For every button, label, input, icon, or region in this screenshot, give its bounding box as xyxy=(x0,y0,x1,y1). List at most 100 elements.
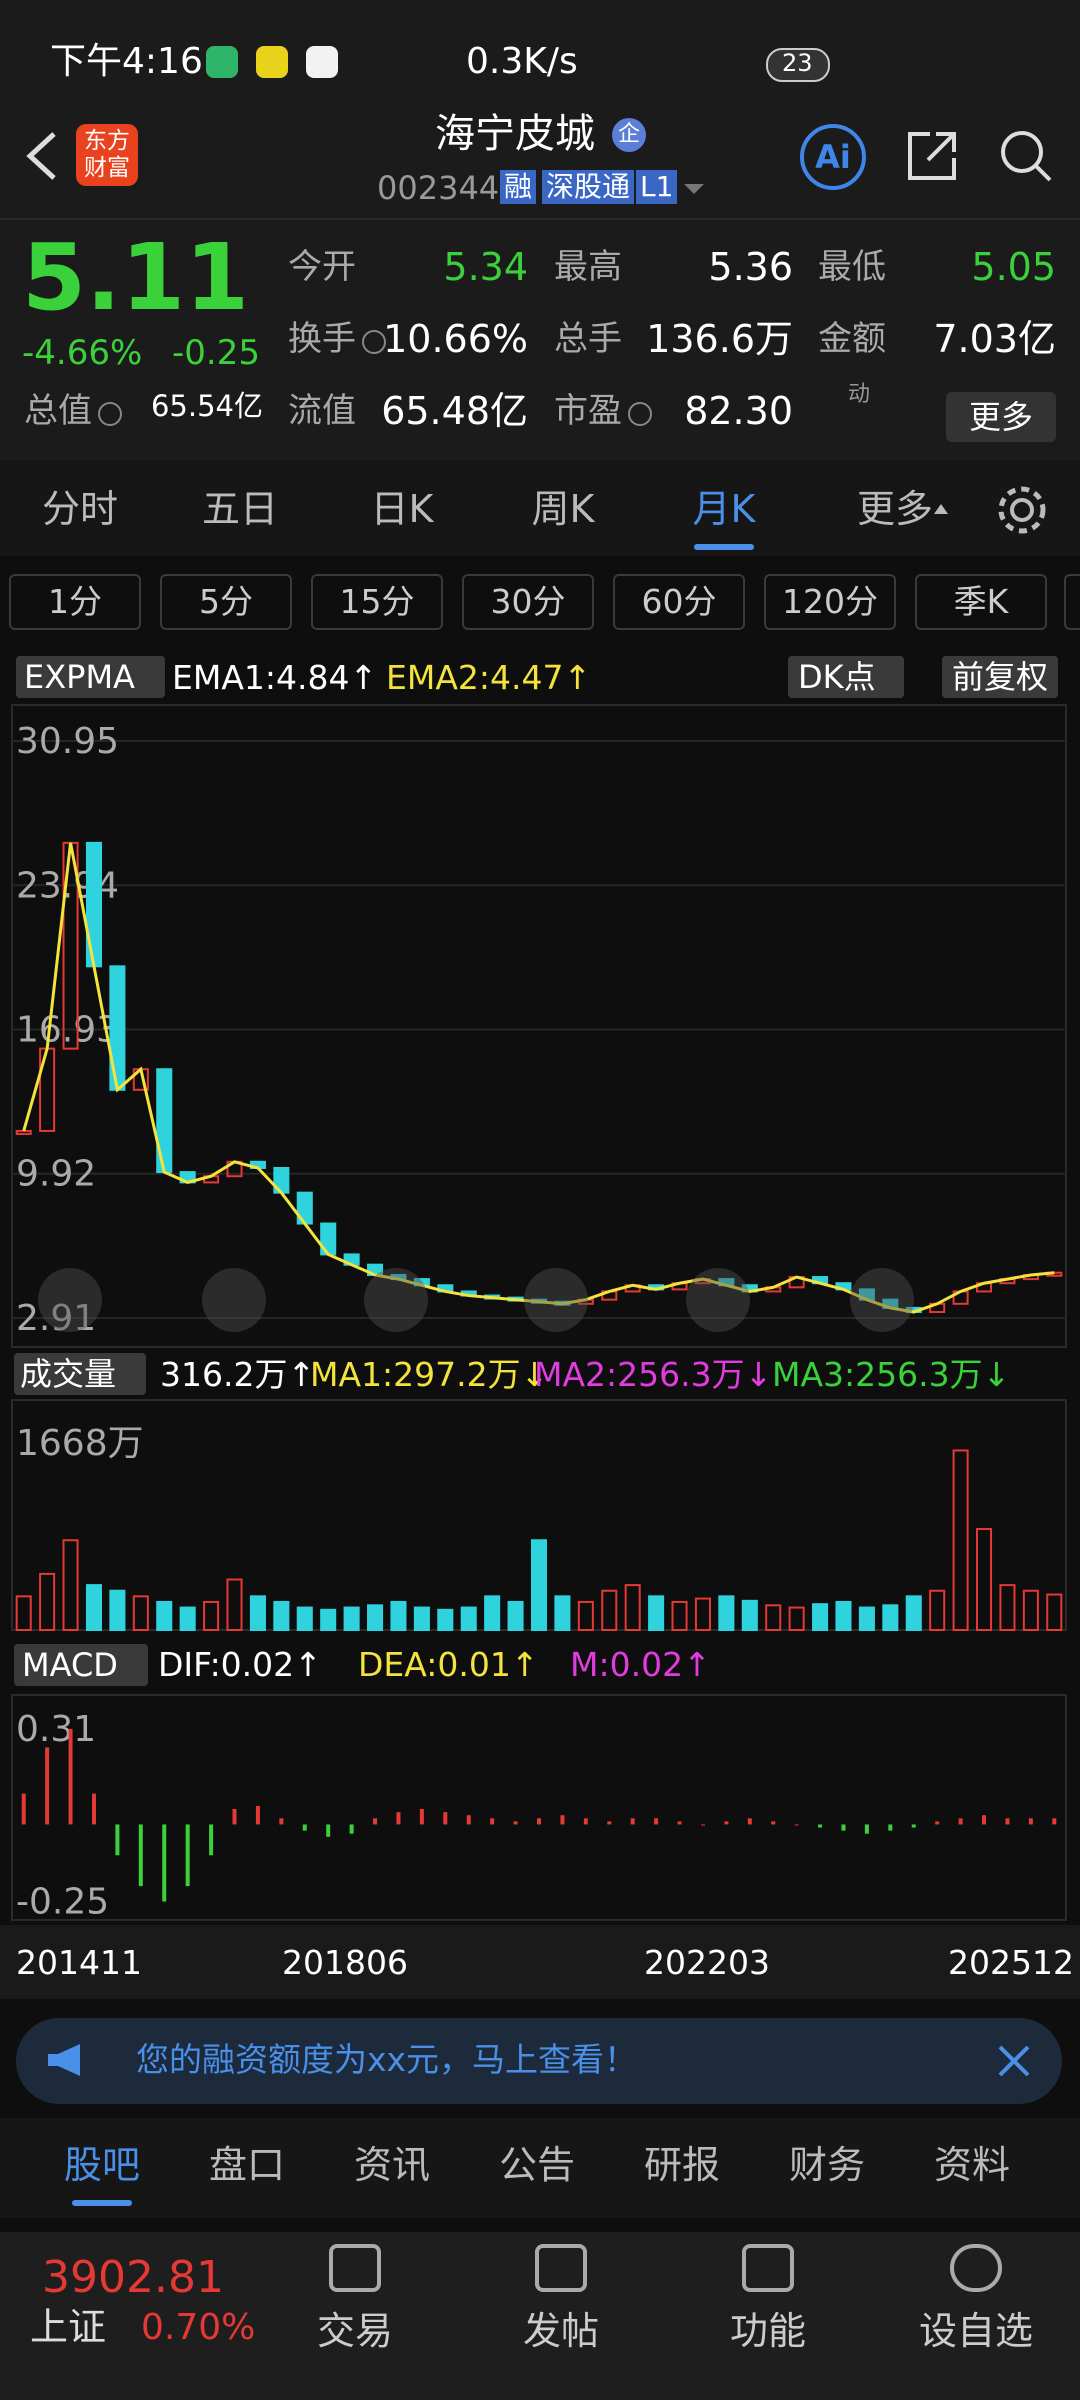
banner[interactable] xyxy=(16,2018,1062,2104)
macd-bar xyxy=(232,1809,237,1825)
action-label[interactable]: 功能 xyxy=(729,2309,807,2353)
ai-button[interactable]: Ai xyxy=(800,124,866,190)
tab[interactable]: 分时 xyxy=(41,487,119,531)
tab-caret xyxy=(934,504,948,514)
volume-select[interactable]: 成交量 xyxy=(14,1353,147,1395)
tab[interactable]: 月K xyxy=(692,487,756,531)
volume-bar xyxy=(1022,1589,1039,1631)
action-icon[interactable] xyxy=(329,2244,381,2292)
field-value: 65.54亿 xyxy=(150,389,263,423)
macd-bar xyxy=(747,1818,752,1825)
tab-indicator xyxy=(694,544,754,550)
action-label[interactable]: 设自选 xyxy=(918,2309,1034,2353)
date-label: 202203 xyxy=(644,1943,770,1982)
bottom-tab[interactable]: 财务 xyxy=(788,2143,866,2187)
macd-select[interactable]: MACD xyxy=(14,1644,148,1686)
y-tick-label: 1668万 xyxy=(16,1423,144,1464)
chart-nav-button[interactable] xyxy=(686,1268,750,1332)
chart-nav-button[interactable] xyxy=(202,1268,266,1332)
volume-bar xyxy=(203,1600,220,1632)
macd-bar xyxy=(630,1818,635,1825)
volume-bar xyxy=(577,1600,594,1632)
macd-bar xyxy=(255,1805,260,1825)
index-change: 0.70% xyxy=(141,2307,256,2348)
macd-bar xyxy=(162,1824,167,1902)
macd-bar xyxy=(209,1824,214,1856)
bottom-tab[interactable]: 公告 xyxy=(498,2143,576,2187)
bottom-tab[interactable]: 股吧 xyxy=(63,2143,141,2187)
macd-bar xyxy=(466,1815,471,1825)
volume-bar xyxy=(765,1604,782,1632)
settings-button[interactable] xyxy=(994,482,1050,538)
period-button[interactable]: 1分 xyxy=(9,574,141,630)
status-icon xyxy=(206,46,238,78)
macd-bar xyxy=(1005,1818,1010,1825)
dropdown[interactable] xyxy=(682,180,706,200)
macd-bar xyxy=(349,1824,354,1834)
period-button[interactable] xyxy=(1064,574,1080,630)
bottom-tab[interactable]: 盘口 xyxy=(208,2143,286,2187)
period-button[interactable]: 15分 xyxy=(311,574,443,630)
field-label: 最低 xyxy=(818,247,886,287)
action-label[interactable]: 发帖 xyxy=(522,2309,600,2353)
back-button[interactable] xyxy=(14,126,74,186)
volume-bar xyxy=(952,1449,969,1631)
change-pct: -4.66% xyxy=(22,333,143,373)
y-tick-label: 9.92 xyxy=(16,1154,96,1195)
action-icon[interactable] xyxy=(950,2244,1002,2292)
field-value: 82.30 xyxy=(684,389,793,433)
bottom-tab-bar xyxy=(0,2118,1080,2218)
volume-bar xyxy=(437,1608,454,1631)
field-value: 7.03亿 xyxy=(933,317,1056,361)
tab[interactable]: 五日 xyxy=(201,487,279,531)
candle xyxy=(15,1129,32,1135)
period-button[interactable]: 季K xyxy=(915,574,1047,630)
macd-m: M:0.02↑ xyxy=(570,1645,711,1684)
dk-button[interactable]: DK点 xyxy=(788,656,904,698)
date-label: 201411 xyxy=(16,1943,142,1982)
period-button[interactable]: 30分 xyxy=(462,574,594,630)
field-label: 总值 xyxy=(24,391,92,431)
macd-bar xyxy=(794,1824,799,1826)
pe-note: 动 xyxy=(848,382,871,407)
bottom-tab[interactable]: 资讯 xyxy=(353,2143,431,2187)
action-icon[interactable] xyxy=(535,2244,587,2292)
bottom-tab[interactable]: 研报 xyxy=(643,2143,721,2187)
tab[interactable]: 更多 xyxy=(856,487,934,531)
indicator-select[interactable]: EXPMA xyxy=(16,656,165,698)
volume-bar xyxy=(109,1589,126,1631)
tab[interactable]: 周K xyxy=(531,487,595,531)
macd-bar xyxy=(396,1812,401,1825)
stock-code: 002344 xyxy=(377,169,500,207)
macd-bar xyxy=(911,1824,916,1828)
field-value: 65.48亿 xyxy=(381,389,528,433)
tab[interactable]: 日K xyxy=(370,487,434,531)
bottom-tab[interactable]: 资料 xyxy=(933,2143,1011,2187)
period-button[interactable]: 120分 xyxy=(764,574,896,630)
macd-bar xyxy=(279,1818,284,1825)
share-button[interactable] xyxy=(902,126,962,186)
action-icon[interactable] xyxy=(742,2244,794,2292)
period-button[interactable]: 5分 xyxy=(160,574,292,630)
period-button[interactable]: 60分 xyxy=(613,574,745,630)
volume-bar xyxy=(507,1600,524,1632)
chart-nav-button[interactable] xyxy=(38,1268,102,1332)
action-label[interactable]: 交易 xyxy=(316,2309,394,2353)
ema2: EMA2:4.47↑ xyxy=(386,658,592,697)
field-value: 5.36 xyxy=(708,245,793,289)
y-tick-label: 16.93 xyxy=(16,1009,119,1050)
macd-bar xyxy=(700,1824,705,1826)
banner-close[interactable] xyxy=(994,2041,1034,2081)
search-button[interactable] xyxy=(996,126,1056,186)
more-button[interactable]: 更多 xyxy=(946,392,1056,442)
macd-bar xyxy=(115,1824,120,1856)
chart-nav-button[interactable] xyxy=(850,1268,914,1332)
adjust-button[interactable]: 前复权 xyxy=(942,656,1059,698)
chart-nav-button[interactable] xyxy=(524,1268,588,1332)
chart-frame xyxy=(11,704,1067,1348)
volume-bar xyxy=(156,1600,173,1632)
chart-nav-button[interactable] xyxy=(364,1268,428,1332)
date-label: 201806 xyxy=(282,1943,408,1982)
volume-bar xyxy=(367,1604,384,1632)
